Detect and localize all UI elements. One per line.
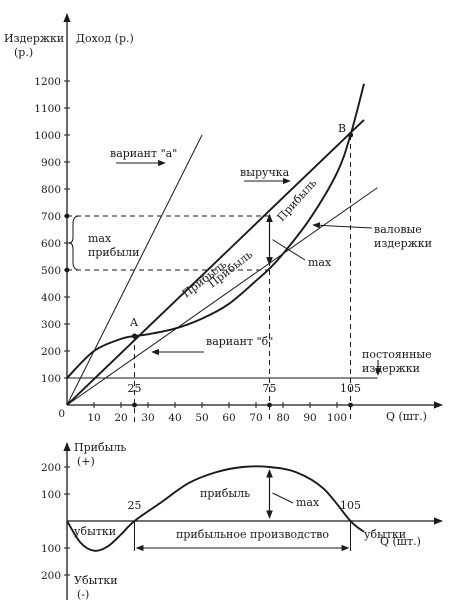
x-tick-label: 100 — [327, 412, 347, 424]
profit-curve — [66, 465, 365, 552]
point-A — [131, 333, 138, 339]
loss-right-label: убытки — [364, 528, 406, 541]
band-dot — [64, 267, 70, 273]
y-tick-label-neg: 200 — [41, 570, 61, 582]
x-tick-label: 80 — [276, 412, 289, 424]
y-tick-label: 1000 — [34, 130, 61, 142]
x-tick-label: 40 — [168, 412, 181, 424]
fixed-costs-line1: постоянные — [362, 348, 432, 361]
q-dot — [348, 402, 353, 408]
arrow-gross-costs — [312, 222, 373, 229]
profit-label-bottom: прибыль — [200, 487, 250, 500]
ylabel-left-unit: (р.) — [14, 46, 33, 59]
y-tick-label: 600 — [41, 238, 61, 250]
y-tick-label-pos: 100 — [41, 489, 61, 501]
loss-left-label: убытки — [74, 525, 116, 538]
ylabel-top-sign: (+) — [77, 455, 95, 468]
max-profit-brace — [68, 215, 80, 271]
top-chart-frame: 1002003004005006007008009001000110012001… — [34, 13, 443, 424]
x-tick-label: 10 — [87, 412, 100, 424]
y-tick-label: 700 — [41, 211, 61, 223]
ylabel-left: Издержки — [4, 32, 64, 45]
marked-q-label-bottom: 105 — [340, 499, 361, 512]
x-tick-label: 20 — [114, 412, 127, 424]
series-line — [66, 83, 365, 379]
ylabel-top-bottom-chart: Прибыль — [74, 441, 126, 454]
x-tick-label: 50 — [195, 412, 208, 424]
xlabel-bottom: Q (шт.) — [380, 535, 421, 548]
q-dot — [132, 402, 137, 408]
y-tick-label-pos: 200 — [41, 462, 61, 474]
point-b-label: B — [338, 122, 346, 135]
x-tick-label: 70 — [249, 412, 262, 424]
y-tick-label: 900 — [41, 157, 61, 169]
bottom-chart: 200 100 100 200 25 105 Прибыль (+) Убытки (-… — [41, 441, 443, 601]
y-tick-label-neg: 100 — [41, 543, 61, 555]
max-leader-bottom — [272, 492, 294, 504]
revenue-label: выручка — [240, 166, 290, 179]
y-tick-label: 500 — [41, 265, 61, 277]
max-label-top: max — [308, 256, 332, 269]
gross-costs-line1: валовые — [374, 223, 422, 236]
max-profit-line1: max — [88, 232, 112, 245]
x-tick-label: 30 — [141, 412, 154, 424]
max-leader-top — [272, 239, 306, 261]
x-tick-label: 90 — [303, 412, 316, 424]
y-tick-label: 1100 — [34, 103, 61, 115]
variant-b-label: вариант "б" — [206, 335, 273, 348]
marked-q-label: 25 — [128, 382, 142, 395]
xlabel-top: Q (шт.) — [386, 410, 427, 423]
point-B — [347, 132, 354, 138]
max-profit-line2: прибыли — [88, 246, 139, 259]
fixed-costs-line2: издержки — [362, 362, 420, 375]
x-tick-label: 60 — [222, 412, 235, 424]
marked-q-label: 75 — [263, 382, 277, 395]
point-a-label: A — [129, 316, 139, 329]
origin-label: 0 — [58, 408, 65, 420]
y-tick-label: 100 — [41, 373, 61, 385]
y-tick-label: 400 — [41, 292, 61, 304]
top-chart: 1002003004005006007008009001000110012001… — [4, 13, 443, 424]
y-tick-label: 300 — [41, 319, 61, 331]
ylabel-right: Доход (р.) — [76, 32, 134, 45]
y-tick-label: 200 — [41, 346, 61, 358]
bottom-chart-frame: 200 100 100 200 — [41, 442, 443, 600]
top-chart-marks: 25 75 105 — [64, 83, 382, 423]
y-tick-label: 1200 — [34, 76, 61, 88]
variant-a-label: вариант "а" — [110, 147, 177, 160]
series-line — [66, 119, 365, 406]
series-line — [66, 134, 203, 406]
ylabel-bottom-bottom-chart: Убытки — [74, 574, 118, 587]
ylabel-bottom-sign: (-) — [77, 588, 89, 601]
bottom-chart-marks: 25 105 — [66, 465, 365, 552]
y-tick-label: 800 — [41, 184, 61, 196]
series-line — [66, 187, 378, 406]
band-dot — [64, 213, 70, 219]
max-label-bottom: max — [296, 496, 320, 509]
q-dot — [267, 402, 272, 408]
gross-costs-line2: издержки — [374, 237, 432, 250]
profitable-production-label: прибыльное производство — [176, 528, 329, 541]
marked-q-label: 105 — [340, 382, 361, 395]
marked-q-label-bottom: 25 — [128, 499, 142, 512]
